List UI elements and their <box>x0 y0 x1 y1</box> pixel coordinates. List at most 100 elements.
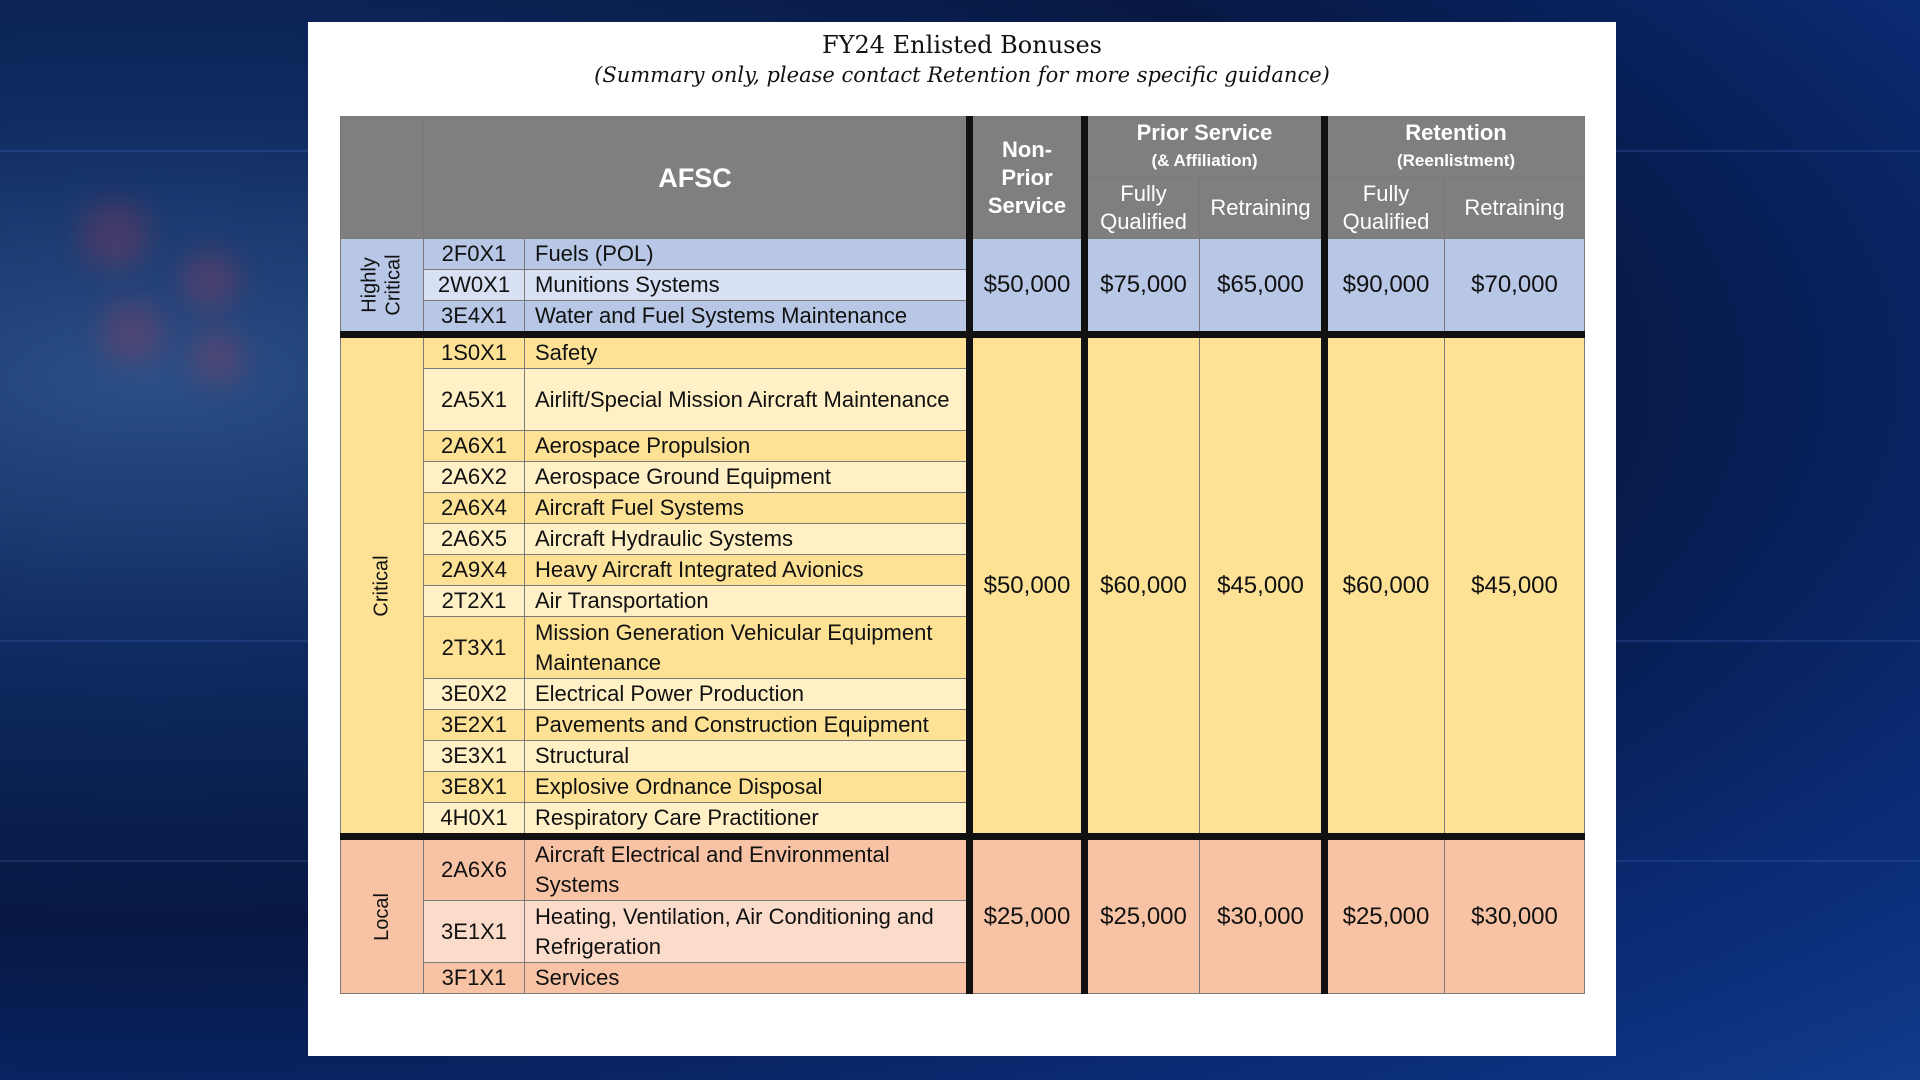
amount-ret-retraining: $45,000 <box>1443 331 1586 837</box>
afsc-name: Aircraft Hydraulic Systems <box>524 523 970 555</box>
amount-ps-fully: $60,000 <box>1081 331 1200 837</box>
table-row: 2A6X2 Aerospace Ground Equipment <box>341 461 1585 493</box>
afsc-name: Aircraft Electrical and Environmental Sy… <box>524 833 970 901</box>
amount-ret-fully: $25,000 <box>1321 833 1445 994</box>
afsc-name: Safety <box>524 331 970 369</box>
afsc-name: Respiratory Care Practitioner <box>524 802 970 837</box>
table-row: Highly Critical 2F0X1 Fuels (POL) $50,00… <box>340 238 1586 335</box>
amount-ret-retraining: $70,000 <box>1443 238 1586 335</box>
afsc-code: 2A6X1 <box>423 430 525 462</box>
table-row: 2T3X1 Mission Generation Vehicular Equip… <box>341 616 1585 679</box>
document-page: FY24 Enlisted Bonuses (Summary only, ple… <box>308 22 1616 1056</box>
header-prior-service-sub: (& Affiliation) <box>1151 150 1258 170</box>
amount-ret-retraining: $30,000 <box>1443 833 1586 994</box>
header-non-prior-line3: Service <box>987 192 1067 218</box>
afsc-code: 2A6X4 <box>423 492 525 524</box>
afsc-code: 3F1X1 <box>423 962 525 994</box>
afsc-name: Aircraft Fuel Systems <box>524 492 970 524</box>
afsc-name: Munitions Systems <box>524 269 970 301</box>
afsc-code: 3E0X2 <box>423 678 525 710</box>
afsc-name: Explosive Ordnance Disposal <box>524 771 970 803</box>
afsc-name: Air Transportation <box>524 585 970 617</box>
table-row: 4H0X1 Respiratory Care Practitioner <box>341 802 1585 837</box>
afsc-name: Mission Generation Vehicular Equipment M… <box>524 616 970 679</box>
amount-ps-retraining: $45,000 <box>1199 331 1325 837</box>
amount-ret-fully: $90,000 <box>1321 238 1445 335</box>
header-non-prior-line1: Non- <box>1001 136 1053 162</box>
afsc-name: Structural <box>524 740 970 772</box>
category-label-line2: Critical <box>383 254 405 316</box>
afsc-name: Aerospace Propulsion <box>524 430 970 462</box>
amount-ret-fully: $60,000 <box>1321 331 1445 837</box>
category-label-line1: Highly <box>359 257 381 313</box>
header-ret-fully-qualified: Fully Qualified <box>1321 176 1445 239</box>
afsc-code: 4H0X1 <box>423 802 525 837</box>
amount-non-prior: $50,000 <box>966 331 1085 837</box>
category-label: Local <box>371 892 393 941</box>
amount-ps-fully: $75,000 <box>1081 238 1200 335</box>
afsc-code: 2T2X1 <box>423 585 525 617</box>
afsc-code: 3E1X1 <box>423 900 525 963</box>
category-label: Critical <box>371 554 393 617</box>
table-row: 2A6X5 Aircraft Hydraulic Systems <box>341 523 1585 555</box>
table-row: 3E2X1 Pavements and Construction Equipme… <box>341 709 1585 741</box>
afsc-code: 3E2X1 <box>423 709 525 741</box>
background-bokeh <box>80 200 150 270</box>
background-bokeh <box>190 330 245 385</box>
afsc-name: Water and Fuel Systems Maintenance <box>524 300 970 335</box>
header-non-prior-service: Non- Prior Service <box>966 116 1085 239</box>
afsc-code: 2A6X5 <box>423 523 525 555</box>
background-bokeh <box>100 300 165 365</box>
header-fully-line1: Fully <box>1120 180 1167 206</box>
afsc-code: 2A6X6 <box>423 833 525 901</box>
afsc-name: Airlift/Special Mission Aircraft Mainten… <box>524 368 970 431</box>
category-highly-critical: Highly Critical <box>340 238 424 335</box>
table-row: 3E4X1 Water and Fuel Systems Maintenance <box>341 300 1585 335</box>
bonus-table: AFSC Non- Prior Service Prior Service (&… <box>340 116 1586 994</box>
category-critical: Critical <box>340 331 424 837</box>
category-local: Local <box>340 833 424 994</box>
table-row: 3E3X1 Structural <box>341 740 1585 772</box>
title-block: FY24 Enlisted Bonuses (Summary only, ple… <box>308 28 1616 88</box>
amount-ps-fully: $25,000 <box>1081 833 1200 994</box>
header-retention-label: Retention <box>1405 119 1507 145</box>
amount-non-prior: $25,000 <box>966 833 1085 994</box>
afsc-code: 2A9X4 <box>423 554 525 586</box>
document-title: FY24 Enlisted Bonuses <box>822 31 1102 59</box>
header-non-prior-line2: Prior <box>1001 164 1053 190</box>
afsc-code: 2F0X1 <box>423 238 525 270</box>
header-prior-service-label: Prior Service <box>1136 119 1273 145</box>
table-row: 3E0X2 Electrical Power Production <box>341 678 1585 710</box>
amount-ps-retraining: $30,000 <box>1199 833 1325 994</box>
header-retention: Retention (Reenlistment) <box>1320 116 1586 177</box>
table-row: 2T2X1 Air Transportation <box>341 585 1585 617</box>
afsc-code: 3E4X1 <box>423 300 525 335</box>
table-row: Critical 1S0X1 Safety $50,000 $60,000 $4… <box>340 331 1586 837</box>
table-row: 2A6X4 Aircraft Fuel Systems <box>341 492 1585 524</box>
header-prior-service: Prior Service (& Affiliation) <box>1081 116 1325 177</box>
table-row: Local 2A6X6 Aircraft Electrical and Envi… <box>340 833 1586 994</box>
afsc-name: Services <box>524 962 970 994</box>
afsc-code: 2A5X1 <box>423 368 525 431</box>
afsc-code: 2W0X1 <box>423 269 525 301</box>
header-ps-fully-qualified: Fully Qualified <box>1081 176 1200 239</box>
afsc-name: Electrical Power Production <box>524 678 970 710</box>
table-row: 3E8X1 Explosive Ordnance Disposal <box>341 771 1585 803</box>
table-row: 2A9X4 Heavy Aircraft Integrated Avionics <box>341 554 1585 586</box>
table-row: 3E1X1 Heating, Ventilation, Air Conditio… <box>341 900 1585 963</box>
document-subtitle: (Summary only, please contact Retention … <box>594 63 1330 87</box>
table-row: 2W0X1 Munitions Systems <box>341 269 1585 301</box>
header-fully-line1: Fully <box>1362 180 1410 206</box>
table-row: 3F1X1 Services <box>341 962 1585 994</box>
afsc-code: 2T3X1 <box>423 616 525 679</box>
header-retention-sub: (Reenlistment) <box>1396 150 1516 170</box>
header-ret-retraining: Retraining <box>1443 176 1586 239</box>
afsc-code: 3E8X1 <box>423 771 525 803</box>
header-fully-line2: Qualified <box>1342 208 1430 234</box>
afsc-name: Heating, Ventilation, Air Conditioning a… <box>524 900 970 963</box>
afsc-name: Aerospace Ground Equipment <box>524 461 970 493</box>
afsc-code: 2A6X2 <box>423 461 525 493</box>
background-bokeh <box>180 250 240 310</box>
header-category-blank <box>340 116 424 239</box>
afsc-code: 1S0X1 <box>423 331 525 369</box>
